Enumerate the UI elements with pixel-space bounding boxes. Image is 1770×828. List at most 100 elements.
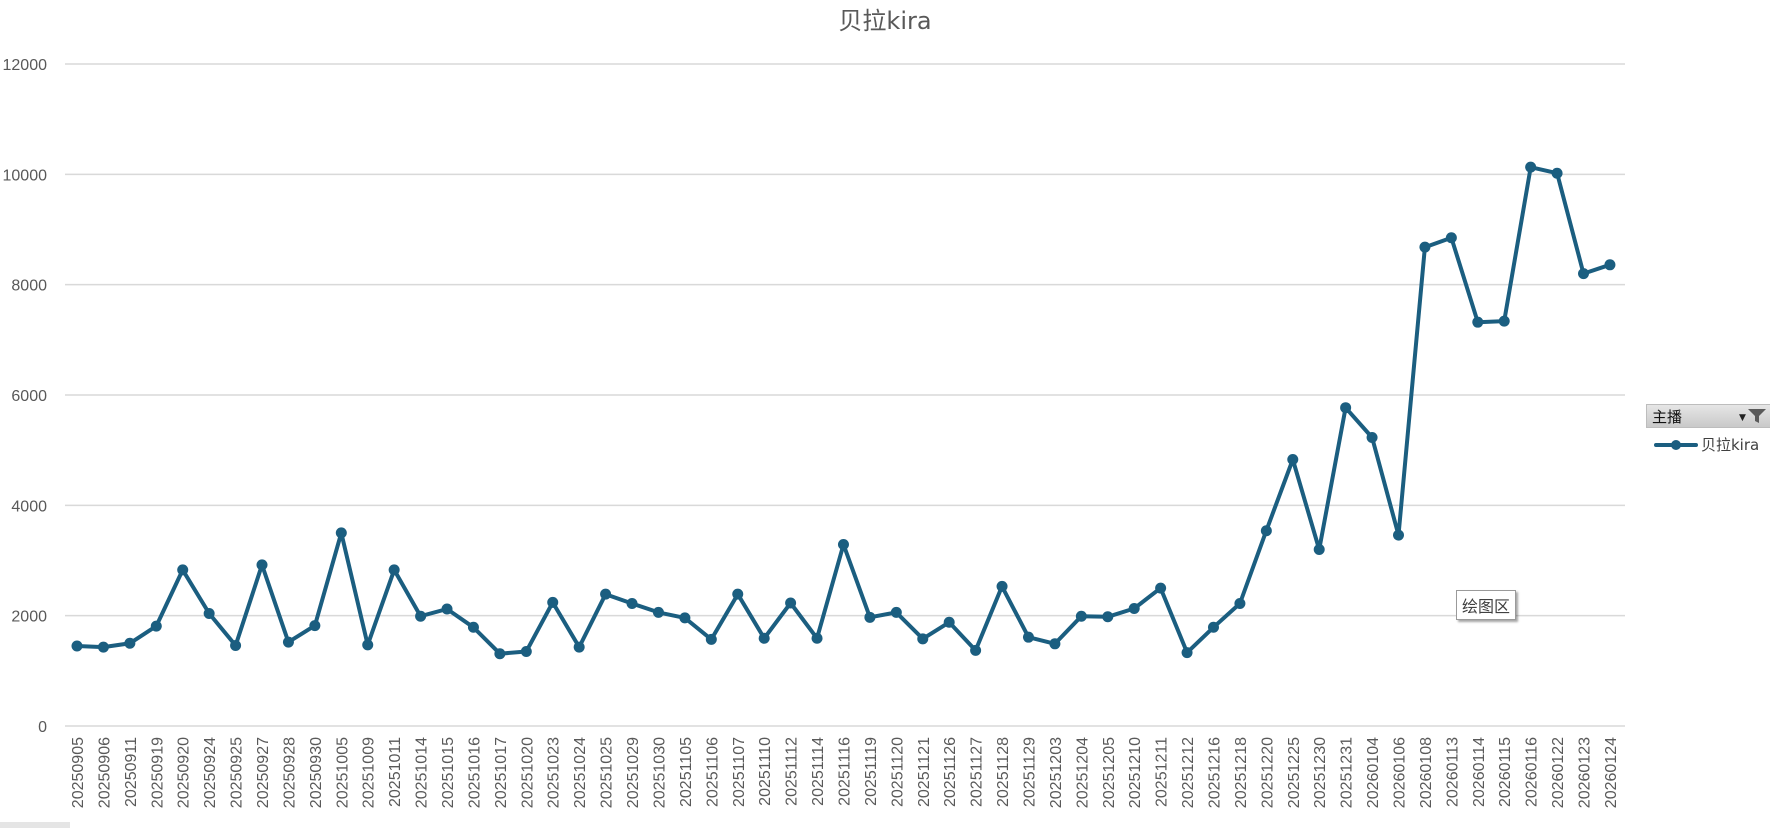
data-point[interactable]	[1234, 598, 1246, 610]
data-point[interactable]	[970, 644, 982, 656]
x-tick-label: 20250905	[70, 737, 87, 808]
data-point[interactable]	[97, 641, 109, 653]
x-tick-label: 20250930	[308, 737, 325, 808]
y-tick-label: 2000	[11, 609, 47, 626]
legend-swatch-icon	[1654, 439, 1698, 450]
data-point[interactable]	[520, 646, 532, 658]
x-tick-label: 20251210	[1127, 737, 1144, 808]
x-tick-label: 20250924	[202, 737, 219, 808]
series-layer	[71, 161, 1616, 660]
x-tick-label: 20250911	[123, 737, 140, 807]
x-tick-label: 20260114	[1471, 737, 1488, 807]
data-point[interactable]	[1366, 431, 1378, 443]
data-point[interactable]	[203, 607, 215, 619]
data-point[interactable]	[1498, 315, 1510, 327]
x-tick-label: 20260123	[1577, 737, 1594, 808]
data-point[interactable]	[758, 632, 770, 644]
y-tick-label: 10000	[3, 167, 48, 184]
data-point[interactable]	[1340, 402, 1352, 414]
data-point[interactable]	[600, 588, 612, 600]
data-point[interactable]	[732, 588, 744, 600]
x-tick-label: 20251030	[651, 737, 668, 808]
x-tick-label: 20251116	[836, 737, 853, 806]
data-point[interactable]	[335, 527, 347, 539]
data-point[interactable]	[1551, 167, 1563, 179]
x-tick-label: 20260106	[1392, 737, 1409, 808]
x-tick-label: 20251017	[493, 737, 510, 808]
data-point[interactable]	[1578, 268, 1590, 280]
sheet-tab[interactable]	[0, 822, 70, 828]
x-tick-label: 20251005	[334, 737, 351, 808]
data-point[interactable]	[547, 596, 559, 608]
data-point[interactable]	[626, 598, 638, 610]
data-point[interactable]	[1075, 610, 1087, 622]
data-point[interactable]	[573, 641, 585, 653]
legend-field-button[interactable]: 主播 ▼	[1646, 404, 1770, 428]
data-point[interactable]	[1181, 647, 1193, 659]
data-point[interactable]	[1604, 259, 1616, 271]
data-point[interactable]	[256, 559, 268, 571]
x-tick-label: 20251127	[969, 737, 986, 807]
data-point[interactable]	[177, 564, 189, 576]
data-point[interactable]	[1525, 161, 1537, 173]
x-tick-label: 20251016	[466, 737, 483, 808]
data-point[interactable]	[1393, 529, 1404, 541]
data-point[interactable]	[415, 610, 427, 622]
data-point[interactable]	[996, 580, 1008, 592]
data-point[interactable]	[943, 616, 955, 628]
data-point[interactable]	[124, 637, 136, 649]
data-point[interactable]	[230, 639, 242, 651]
data-point[interactable]	[467, 621, 479, 633]
x-tick-label: 20251231	[1339, 737, 1356, 808]
data-point[interactable]	[282, 636, 294, 648]
x-axis-tick-labels: 20250905 20250906 20250911 20250919 20250920…	[70, 737, 1620, 808]
data-point[interactable]	[1049, 638, 1061, 650]
data-point[interactable]	[1155, 582, 1167, 594]
data-point[interactable]	[679, 612, 691, 624]
data-point[interactable]	[362, 639, 374, 651]
data-point[interactable]	[1260, 525, 1272, 537]
series-line	[75, 165, 1612, 656]
x-tick-label: 20251015	[440, 737, 457, 808]
x-tick-label: 20260113	[1444, 737, 1461, 807]
data-point[interactable]	[388, 564, 400, 576]
data-point[interactable]	[1022, 631, 1034, 643]
x-tick-label: 20251029	[625, 737, 642, 808]
data-point[interactable]	[785, 597, 797, 609]
x-tick-label: 20250906	[96, 737, 113, 808]
x-tick-label: 20260108	[1418, 737, 1435, 808]
data-point[interactable]	[1287, 454, 1299, 466]
data-point[interactable]	[811, 632, 823, 644]
data-point[interactable]	[652, 606, 664, 618]
dropdown-arrow-icon[interactable]: ▼	[1739, 413, 1746, 423]
data-point[interactable]	[1102, 611, 1114, 623]
data-point[interactable]	[890, 606, 902, 618]
data-point[interactable]	[1313, 543, 1325, 555]
filter-icon[interactable]	[1747, 407, 1767, 425]
x-tick-label: 20251024	[572, 737, 589, 808]
data-point[interactable]	[150, 620, 162, 632]
x-tick-label: 20251119	[863, 737, 880, 806]
x-tick-label: 20260116	[1524, 737, 1541, 807]
data-point[interactable]	[837, 539, 849, 551]
data-point[interactable]	[494, 648, 506, 660]
x-tick-label: 20251128	[995, 737, 1012, 807]
data-point[interactable]	[864, 611, 876, 623]
data-point[interactable]	[705, 633, 717, 645]
data-point[interactable]	[1207, 621, 1219, 633]
x-tick-label: 20251105	[678, 737, 695, 807]
x-tick-label: 20260115	[1497, 737, 1514, 807]
data-point[interactable]	[71, 640, 83, 652]
data-point[interactable]	[309, 620, 321, 632]
data-point[interactable]	[1472, 316, 1484, 328]
x-tick-label: 20251220	[1259, 737, 1276, 808]
legend-entry[interactable]: 贝拉kira	[1646, 434, 1770, 455]
x-tick-label: 20251120	[889, 737, 906, 807]
data-point[interactable]	[441, 603, 453, 615]
chart-title: 贝拉kira	[838, 7, 931, 35]
data-point[interactable]	[1445, 232, 1457, 244]
data-point[interactable]	[1419, 241, 1431, 253]
data-point[interactable]	[1128, 602, 1140, 614]
data-point[interactable]	[917, 633, 929, 645]
